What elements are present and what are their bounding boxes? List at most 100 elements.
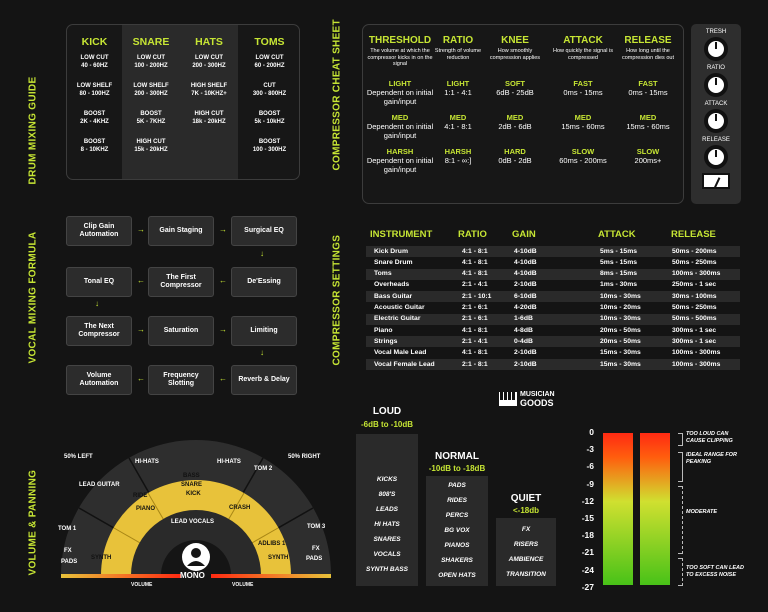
cs-level: HARSH — [444, 147, 472, 156]
arrow-down-icon: ↓ — [260, 348, 264, 357]
pan-label-snare: SNARE — [181, 482, 203, 488]
drum-cell: HIGH CUT 18k - 20kHZ — [192, 111, 226, 125]
brand-logo: MUSICIAN GOODS — [499, 391, 555, 408]
knob-label-ratio: RATIO — [707, 65, 725, 71]
cs-level: SLOW — [571, 147, 595, 156]
cs-head: THRESHOLD — [368, 35, 432, 46]
flow-step-surgical-eq: Surgical EQ — [231, 216, 297, 246]
cs-head: ATTACK — [563, 35, 603, 46]
pan-label-hihats-left: HI-HATS — [135, 459, 159, 465]
pan-label-crash: CRASH — [229, 505, 251, 511]
cs-value: 0ms - 15ms — [628, 88, 668, 97]
db-tick-label: 0 — [589, 427, 594, 437]
drum-head-snare: SNARE — [132, 36, 170, 48]
cst-header-attack: ATTACK — [598, 229, 636, 240]
pan-label-lead-vocals: LEAD VOCALS — [171, 519, 215, 525]
db-tick-label: -24 — [581, 564, 594, 575]
meter-bracket — [678, 433, 683, 446]
table-row: Toms 4:1 - 8:1 4-10dB 8ms - 15ms 100ms - 300… — [366, 268, 740, 280]
table-cell: 0-4dB — [514, 337, 533, 345]
loud-range: -6dB to -10dB — [361, 420, 413, 429]
pan-label-tom2: TOM 2 — [254, 466, 273, 472]
loud-item: HI HATS — [374, 521, 400, 528]
table-cell: 5ms - 15ms — [600, 247, 638, 255]
pan-label-adlibs: ADLIBS 1 — [258, 541, 286, 547]
threshold-knob-icon[interactable] — [704, 37, 728, 61]
cs-value: 8:1 - ∞:] — [444, 156, 472, 165]
loud-item: SNARES — [373, 536, 401, 543]
table-row: Kick Drum 4:1 - 8:1 4-10dB 5ms - 15ms 50ms -… — [366, 246, 740, 257]
table-cell: 2:1 - 10:1 — [462, 292, 492, 300]
drum-head-kick: KICK — [81, 36, 108, 48]
table-cell: 50ms - 500ms — [672, 315, 717, 323]
vu-meter-icon — [702, 173, 730, 189]
table-cell: 4-10dB — [514, 270, 537, 278]
table-cell: 2-10dB — [514, 360, 537, 368]
meter-bracket — [678, 558, 683, 586]
normal-item: PADS — [448, 482, 466, 489]
pan-label-kick: KICK — [186, 491, 201, 497]
drum-cell: BOOST 2K - 4KHZ — [80, 111, 109, 125]
attack-knob-icon[interactable] — [704, 109, 728, 133]
cs-col-knee: KNEE How smoothly compression applies SO… — [485, 35, 545, 165]
loud-title: LOUD — [372, 406, 402, 417]
table-cell: Strings — [374, 337, 398, 345]
db-tick-label: -27 — [581, 581, 594, 592]
normal-item: SHAKERS — [441, 557, 473, 564]
flow-step-tonal-eq: Tonal EQ — [66, 267, 132, 297]
flow-step-saturation: Saturation — [148, 316, 214, 346]
table-row: Piano 4:1 - 8:1 4-8dB 20ms - 50ms 300ms - 1 … — [366, 325, 740, 336]
table-cell: 50ms - 250ms — [672, 258, 717, 266]
normal-item: PIANOS — [444, 542, 470, 549]
release-knob-icon[interactable] — [704, 145, 728, 169]
cs-desc: Strength of volume reduction — [434, 48, 482, 61]
drum-cell: LOW CUT 40 - 60HZ — [80, 55, 109, 69]
cs-value: 1:1 - 4:1 — [444, 88, 472, 97]
pan-center-mono: MONO — [180, 571, 205, 580]
table-cell: 10ms - 30ms — [600, 292, 641, 300]
drum-cell: BOOST 5K - 7KHZ — [136, 111, 166, 125]
flow-step-frequency-slotting: Frequency Slotting — [148, 365, 214, 395]
table-cell: 10ms - 20ms — [600, 304, 641, 311]
table-cell: 4-10dB — [514, 258, 537, 266]
drum-cell: BOOST 100 - 300HZ — [252, 139, 287, 153]
ratio-knob-icon[interactable] — [704, 73, 728, 97]
cs-desc: How quickly the signal is compressed — [553, 48, 613, 61]
drum-col-hats: HATS LOW CUT 200 - 300HZ HIGH SHELF 7K - 1… — [180, 25, 238, 179]
table-row: Snare Drum 4:1 - 8:1 4-10dB 5ms - 15ms 50ms … — [366, 257, 740, 268]
loud-item: LEADS — [375, 506, 399, 513]
cs-level: SOFT — [505, 79, 525, 88]
quiet-item: RISERS — [513, 541, 539, 548]
cs-value: 4:1 - 8:1 — [444, 122, 472, 131]
loud-item: VOCALS — [373, 551, 401, 558]
table-cell: 4-8dB — [514, 326, 533, 334]
cs-head: KNEE — [501, 35, 529, 46]
table-cell: 50ms - 200ms — [672, 247, 717, 255]
loud-item: KICKS — [376, 476, 398, 483]
cs-col-ratio: RATIO Strength of volume reduction LIGHT… — [433, 35, 483, 165]
pan-label-piano: PIANO — [136, 506, 156, 512]
table-cell: 8ms - 15ms — [600, 270, 638, 278]
drum-cell: HIGH CUT 15k - 20kHZ — [134, 139, 168, 153]
drum-cell: LOW SHELF 200 - 300HZ — [133, 83, 169, 97]
quiet-range: <-18db — [512, 506, 539, 515]
compressor-knob-panel: TRESH RATIO ATTACK RELEASE — [691, 24, 741, 204]
drum-cell: HIGH SHELF 7K - 10KHZ+ — [190, 83, 228, 97]
pan-label-synth-right: SYNTH — [268, 555, 289, 561]
drum-col-snare: SNARE LOW CUT 100 - 200HZ LOW SHELF 200 - … — [122, 25, 180, 179]
drum-guide-title: DRUM MIXING GUIDE — [27, 76, 39, 185]
normal-column: PADS RIDES PERCS BG VOX PIANOS SHAKERS O… — [426, 476, 488, 586]
table-cell: 2:1 - 4:1 — [462, 337, 488, 345]
drum-cell: LOW CUT 60 - 200HZ — [254, 55, 285, 69]
drum-head-hats: HATS — [195, 36, 223, 48]
table-row: Vocal Female Lead 2:1 - 8:1 2-10dB 15ms - 3… — [366, 359, 740, 370]
table-cell: 4:1 - 8:1 — [462, 247, 488, 255]
pan-label-fx-left: FX — [64, 548, 72, 554]
table-cell: 2-10dB — [514, 281, 537, 289]
drum-head-toms: TOMS — [254, 36, 285, 48]
cheat-sheet-title: COMPRESSOR CHEAT SHEET — [331, 19, 343, 171]
flow-step-limiting: Limiting — [231, 316, 297, 346]
arrow-right-icon: → — [219, 325, 227, 334]
drum-cell: LOW CUT 100 - 200HZ — [134, 55, 168, 69]
normal-item: BG VOX — [444, 527, 470, 534]
